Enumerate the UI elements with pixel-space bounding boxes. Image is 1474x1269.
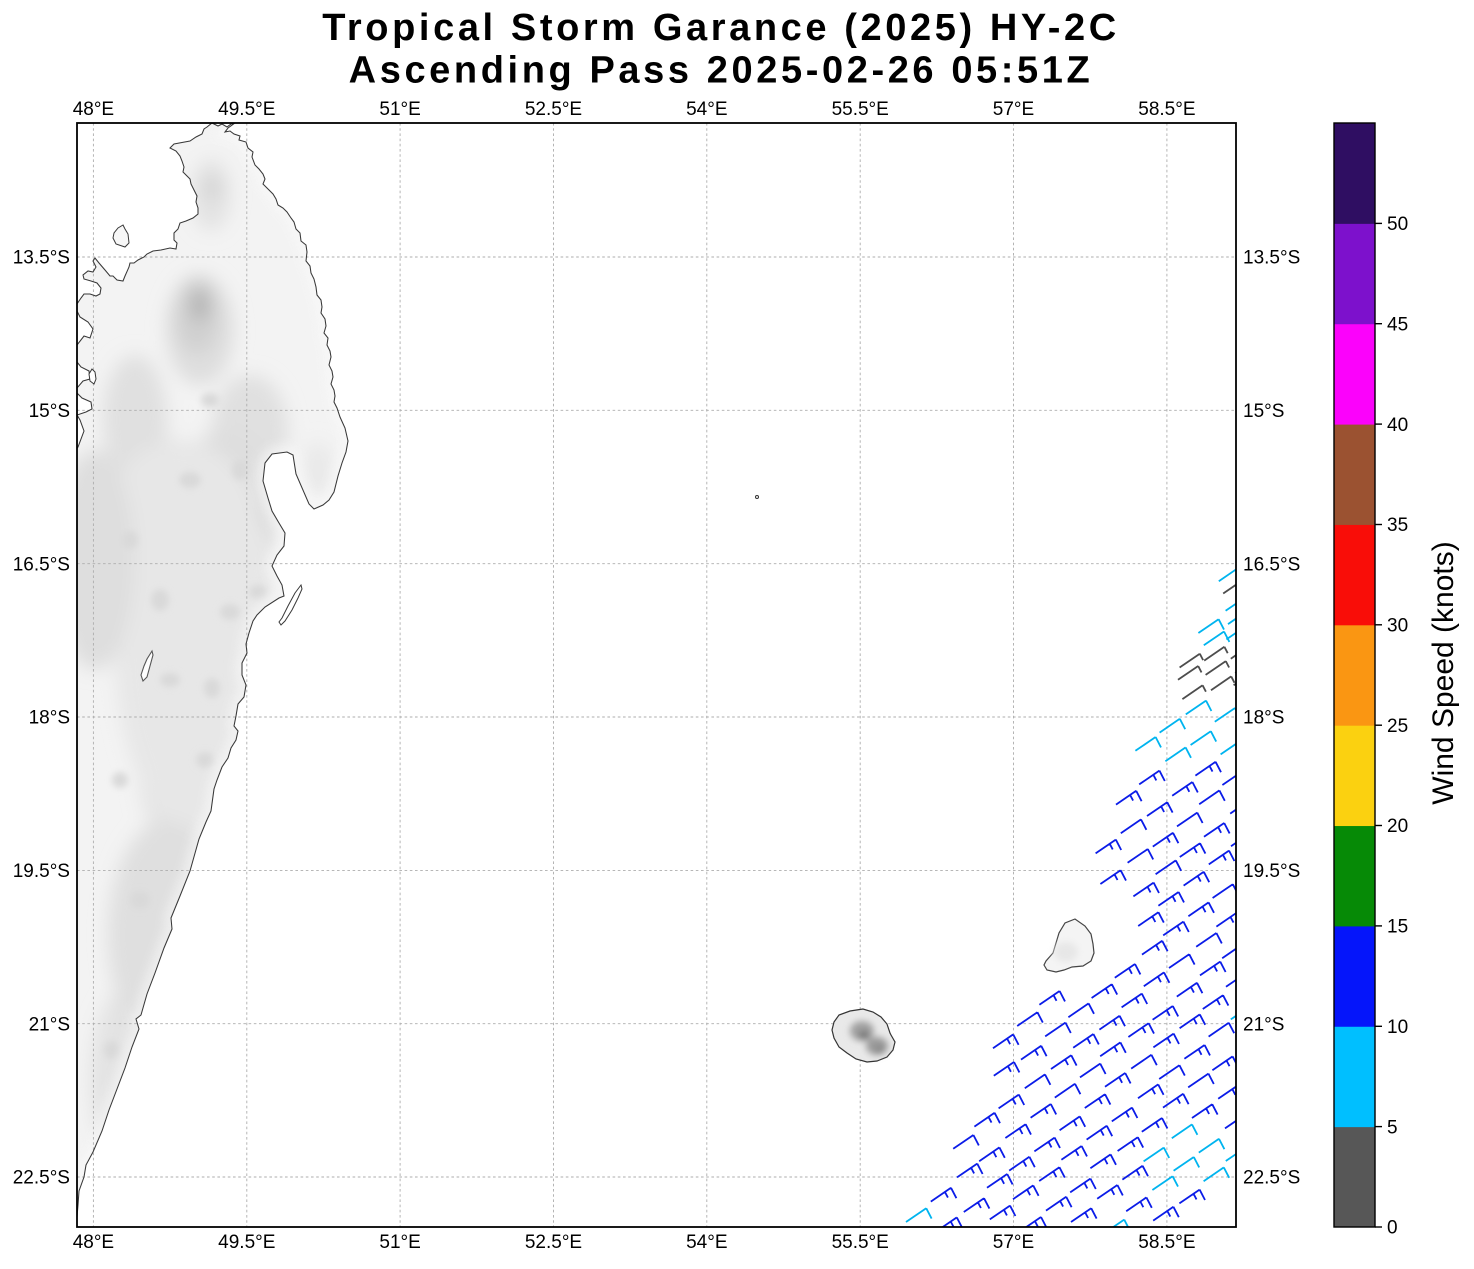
svg-text:0: 0 [1387, 1218, 1398, 1239]
svg-text:50: 50 [1387, 214, 1408, 235]
svg-text:35: 35 [1387, 515, 1408, 536]
svg-text:20: 20 [1387, 816, 1408, 837]
svg-text:22.5°S: 22.5°S [1243, 1168, 1300, 1189]
svg-text:19.5°S: 19.5°S [1243, 861, 1300, 882]
svg-text:48°E: 48°E [73, 99, 114, 120]
svg-text:30: 30 [1387, 616, 1408, 637]
svg-text:49.5°E: 49.5°E [218, 99, 275, 120]
svg-text:Wind Speed (knots): Wind Speed (knots) [1427, 541, 1460, 804]
svg-text:21°S: 21°S [1243, 1014, 1284, 1035]
svg-text:Ascending Pass 2025-02-26 05:5: Ascending Pass 2025-02-26 05:51Z [349, 50, 1094, 92]
svg-text:48°E: 48°E [73, 1232, 114, 1253]
svg-text:15°S: 15°S [29, 401, 70, 422]
svg-text:57°E: 57°E [993, 99, 1034, 120]
svg-text:Tropical Storm Garance (2025): Tropical Storm Garance (2025) HY-2C [322, 7, 1120, 49]
svg-text:13.5°S: 13.5°S [1243, 248, 1300, 269]
svg-text:19.5°S: 19.5°S [13, 861, 70, 882]
svg-text:15: 15 [1387, 917, 1408, 938]
svg-text:10: 10 [1387, 1017, 1408, 1038]
svg-text:51°E: 51°E [379, 1232, 420, 1253]
svg-text:22.5°S: 22.5°S [13, 1168, 70, 1189]
svg-text:13.5°S: 13.5°S [13, 248, 70, 269]
svg-text:45: 45 [1387, 314, 1408, 335]
svg-text:16.5°S: 16.5°S [1243, 554, 1300, 575]
svg-text:16.5°S: 16.5°S [13, 554, 70, 575]
svg-text:58.5°E: 58.5°E [1138, 1232, 1195, 1253]
svg-text:55.5°E: 55.5°E [832, 1232, 889, 1253]
svg-text:25: 25 [1387, 716, 1408, 737]
svg-text:21°S: 21°S [29, 1014, 70, 1035]
svg-text:40: 40 [1387, 415, 1408, 436]
svg-text:52.5°E: 52.5°E [525, 99, 582, 120]
svg-text:58.5°E: 58.5°E [1138, 99, 1195, 120]
svg-text:54°E: 54°E [686, 1232, 727, 1253]
svg-text:49.5°E: 49.5°E [218, 1232, 275, 1253]
svg-text:18°S: 18°S [29, 708, 70, 729]
svg-text:57°E: 57°E [993, 1232, 1034, 1253]
svg-text:51°E: 51°E [379, 99, 420, 120]
svg-text:18°S: 18°S [1243, 708, 1284, 729]
svg-text:52.5°E: 52.5°E [525, 1232, 582, 1253]
svg-text:15°S: 15°S [1243, 401, 1284, 422]
svg-text:54°E: 54°E [686, 99, 727, 120]
svg-text:55.5°E: 55.5°E [832, 99, 889, 120]
svg-text:5: 5 [1387, 1117, 1398, 1138]
